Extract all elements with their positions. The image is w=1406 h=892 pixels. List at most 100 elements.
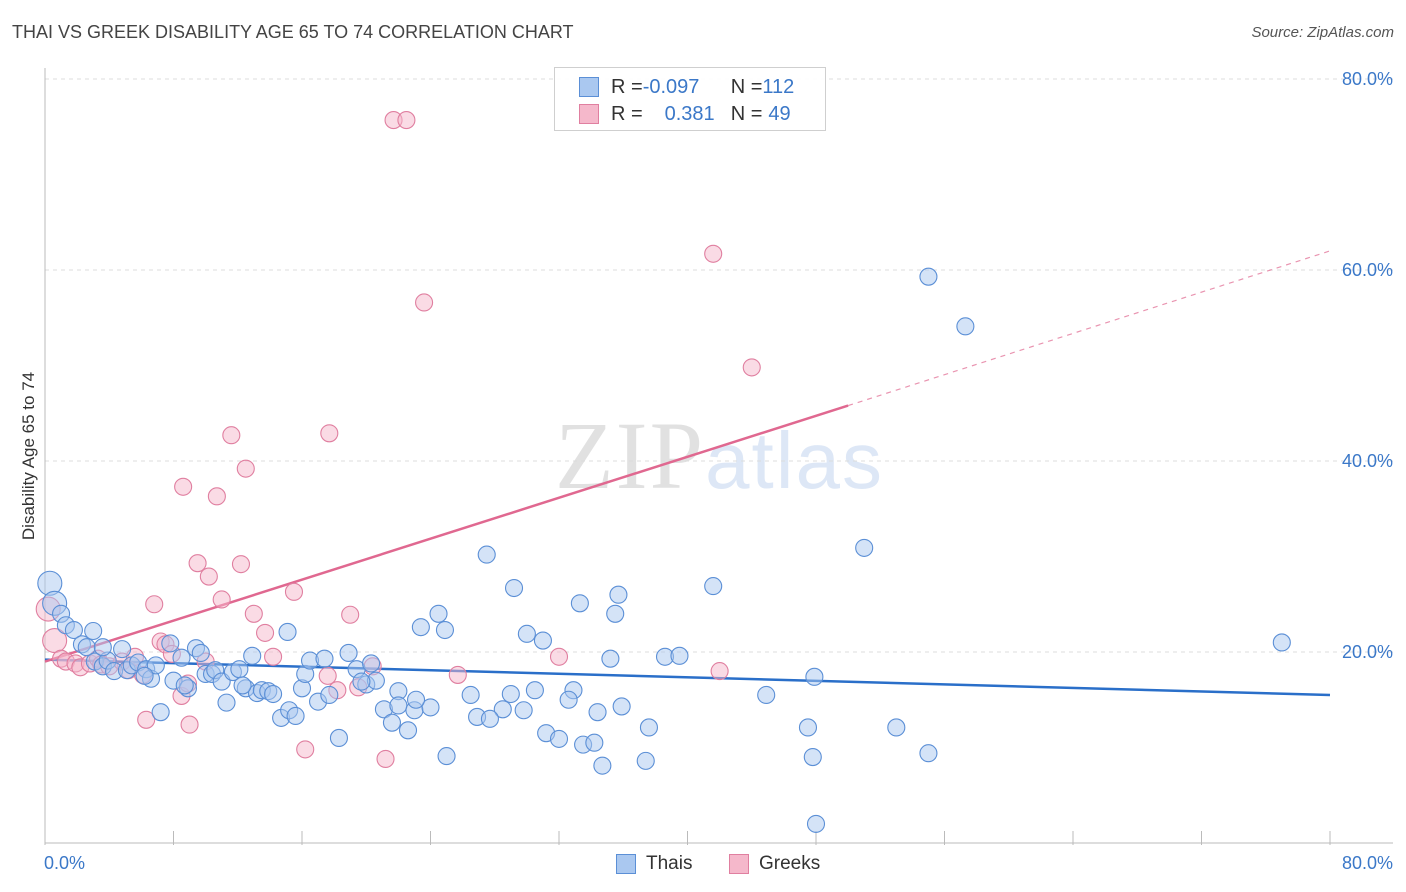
greeks-legend-label: Greeks	[759, 853, 821, 874]
thai-point	[161, 634, 180, 653]
thai-point	[461, 685, 480, 705]
thai-point	[956, 317, 975, 336]
thai-point	[320, 685, 339, 705]
thai-point	[570, 594, 589, 613]
thai-point	[805, 667, 824, 686]
thai-point	[135, 666, 154, 685]
thai-point	[146, 656, 165, 675]
greek-point	[742, 358, 761, 377]
greeks-n-value: 49	[768, 102, 791, 125]
source-label: Source: ZipAtlas.com	[1251, 24, 1394, 41]
greek-point	[704, 244, 723, 263]
thai-point	[437, 747, 456, 766]
thai-point	[504, 578, 524, 598]
thai-point	[919, 267, 938, 286]
greek-point	[376, 749, 395, 769]
thai-point	[525, 681, 544, 700]
greek-point	[397, 111, 416, 130]
greek-point	[145, 595, 164, 614]
thai-point	[362, 654, 381, 673]
thai-point	[172, 648, 191, 667]
thai-point	[919, 744, 938, 763]
thais-trend-line	[44, 658, 1331, 697]
thais-n-value: 112	[762, 75, 795, 98]
thai-point	[382, 713, 402, 732]
thais-r-value: -0.097	[642, 75, 700, 98]
thais-n-label: N =	[730, 75, 763, 98]
trend-lines	[44, 250, 1331, 697]
thai-point	[855, 538, 874, 557]
y-tick-label: 60.0%	[1342, 260, 1393, 280]
thai-point	[493, 700, 512, 719]
thai-point	[803, 747, 822, 767]
greek-point	[341, 605, 360, 624]
greek-point	[284, 582, 304, 601]
thai-point	[477, 545, 496, 564]
thai-point	[670, 646, 689, 665]
thai-point	[217, 693, 236, 712]
greek-point	[188, 554, 207, 573]
greek-point	[244, 604, 263, 623]
greek-point	[207, 487, 226, 506]
thai-point	[757, 685, 776, 705]
thai-point	[606, 604, 625, 623]
thai-point	[533, 631, 552, 650]
thai-point	[243, 646, 262, 665]
greeks-n-label: N =	[730, 102, 763, 125]
y-tick-label: 40.0%	[1342, 451, 1393, 471]
thai-point	[315, 649, 334, 668]
greek-point	[256, 623, 275, 642]
thai-point	[398, 721, 418, 740]
thai-point	[389, 696, 408, 715]
thais-r-label: R =	[611, 75, 643, 98]
greek-point	[415, 293, 434, 312]
thai-point	[278, 622, 297, 641]
greeks-r-value: 0.381	[664, 102, 715, 125]
thai-point	[286, 706, 305, 726]
thai-point	[609, 585, 628, 604]
legend-row-greeks: R = 0.381 N = 49	[579, 101, 791, 127]
thai-point	[406, 690, 426, 709]
greek-point	[174, 477, 193, 496]
greek-point	[180, 715, 199, 734]
thai-point	[593, 756, 612, 775]
thai-point	[585, 733, 604, 752]
thai-point	[887, 718, 906, 737]
thai-point	[501, 684, 520, 704]
thai-point	[64, 620, 83, 640]
greek-point	[236, 459, 255, 478]
thai-point	[517, 624, 536, 643]
greek-point	[710, 662, 729, 681]
thai-point	[639, 718, 659, 737]
thai-point	[421, 698, 440, 717]
greek-point	[296, 740, 315, 759]
greek-point	[137, 710, 156, 729]
greek-point	[318, 666, 337, 685]
thai-point	[329, 728, 348, 748]
thai-point	[588, 703, 607, 722]
thai-point	[339, 643, 358, 663]
legend-row-thais: R = -0.097 N = 112	[579, 74, 794, 100]
thai-point	[806, 814, 826, 833]
greeks-legend-swatch	[729, 854, 749, 874]
legend-item-thais[interactable]: Thais	[616, 851, 692, 877]
legend-item-greeks[interactable]: Greeks	[729, 851, 820, 877]
greeks-trend-extension	[847, 250, 1331, 407]
thai-point	[411, 618, 430, 637]
greek-point	[231, 555, 251, 574]
thai-point	[549, 729, 569, 748]
thai-point	[352, 672, 371, 691]
thai-point	[559, 690, 578, 709]
greek-point	[320, 424, 339, 443]
thai-point	[230, 660, 249, 679]
x-tick-label: 0.0%	[44, 853, 85, 873]
y-axis-label: Disability Age 65 to 74	[19, 372, 38, 540]
thai-point	[612, 697, 631, 716]
thai-point	[798, 718, 818, 737]
greek-point	[222, 426, 241, 445]
y-tick-label: 80.0%	[1342, 69, 1393, 89]
thais-legend-label: Thais	[646, 853, 693, 874]
y-tick-label: 20.0%	[1342, 642, 1393, 662]
thais-legend-swatch	[616, 854, 636, 874]
